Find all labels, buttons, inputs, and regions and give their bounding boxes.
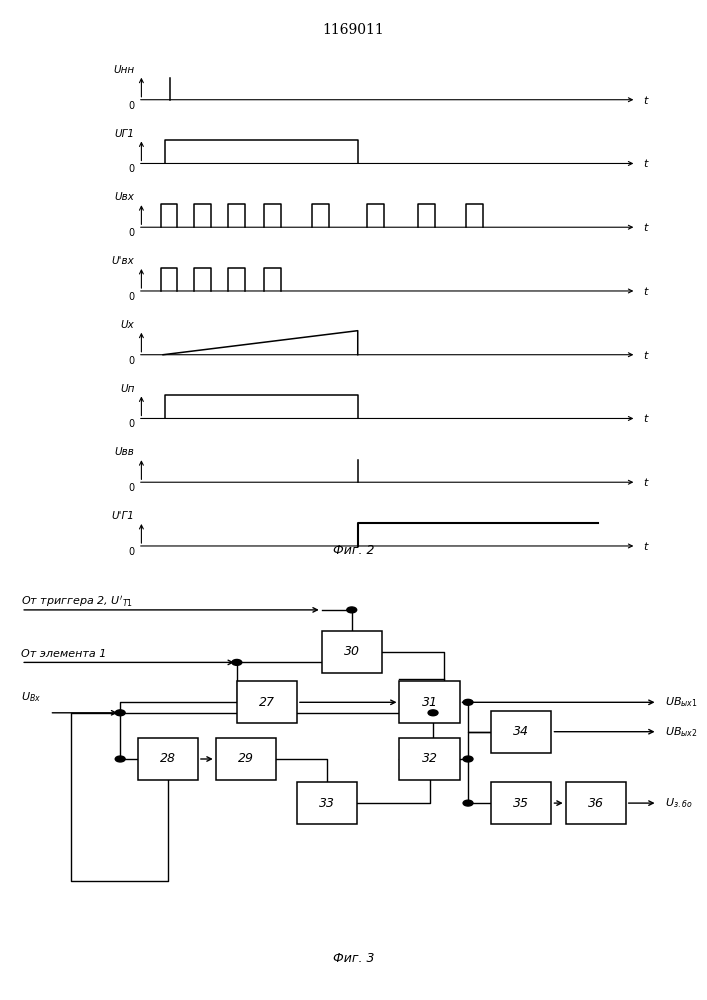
Text: От триггера 2, $U'_{T1}$: От триггера 2, $U'_{T1}$: [21, 594, 134, 609]
Text: $t$: $t$: [643, 94, 650, 106]
Text: $t$: $t$: [643, 476, 650, 488]
Bar: [322, 631, 382, 673]
Text: 35: 35: [513, 797, 530, 810]
Text: $t$: $t$: [643, 412, 650, 424]
Circle shape: [115, 756, 125, 762]
Text: 28: 28: [160, 752, 176, 766]
Text: 29: 29: [238, 752, 254, 766]
Text: $t$: $t$: [643, 285, 650, 297]
Circle shape: [463, 800, 473, 806]
Text: 30: 30: [344, 645, 360, 658]
Text: 0: 0: [128, 483, 134, 493]
Text: U'вх: U'вх: [112, 256, 134, 266]
Text: $U_{з.бо}$: $U_{з.бо}$: [665, 796, 692, 810]
Text: $t$: $t$: [643, 221, 650, 233]
Text: $t$: $t$: [643, 540, 650, 552]
Bar: [297, 782, 357, 824]
Circle shape: [347, 607, 357, 613]
Text: Фиг. 3: Фиг. 3: [333, 952, 374, 965]
Text: 0: 0: [128, 292, 134, 302]
Text: 1169011: 1169011: [322, 23, 385, 37]
Text: 0: 0: [128, 547, 134, 557]
Bar: [566, 782, 626, 824]
Text: Uвх: Uвх: [115, 192, 134, 202]
Bar: [138, 738, 198, 780]
Text: $t$: $t$: [643, 349, 650, 361]
Text: Uнн: Uнн: [113, 65, 134, 75]
Text: От элемента 1: От элемента 1: [21, 649, 107, 659]
Text: 0: 0: [128, 164, 134, 174]
Text: $U_{Bx}$: $U_{Bx}$: [21, 691, 41, 704]
Text: 36: 36: [588, 797, 604, 810]
Bar: [491, 711, 551, 753]
Text: 0: 0: [128, 228, 134, 238]
Text: $UB_{ых1}$: $UB_{ых1}$: [665, 695, 697, 709]
Text: 27: 27: [259, 696, 275, 709]
Text: 34: 34: [513, 725, 530, 738]
Bar: [491, 782, 551, 824]
Text: UΓ1: UΓ1: [115, 129, 134, 139]
Circle shape: [232, 659, 242, 665]
Text: 33: 33: [319, 797, 335, 810]
Text: Uп: Uп: [120, 384, 134, 394]
Text: Uх: Uх: [121, 320, 134, 330]
Text: 0: 0: [128, 101, 134, 111]
Text: $t$: $t$: [643, 157, 650, 169]
Circle shape: [463, 699, 473, 705]
Text: 32: 32: [421, 752, 438, 766]
Text: $UB_{ых2}$: $UB_{ых2}$: [665, 725, 697, 739]
Text: 0: 0: [128, 356, 134, 366]
Bar: [237, 681, 297, 723]
Circle shape: [115, 710, 125, 716]
Text: Фиг. 2: Фиг. 2: [333, 544, 374, 557]
Circle shape: [428, 710, 438, 716]
Circle shape: [463, 756, 473, 762]
Text: 31: 31: [421, 696, 438, 709]
Text: U'Γ1: U'Γ1: [112, 511, 134, 521]
Bar: [216, 738, 276, 780]
Text: Uвв: Uвв: [115, 447, 134, 457]
Bar: [399, 738, 460, 780]
Bar: [399, 681, 460, 723]
Text: 0: 0: [128, 419, 134, 429]
